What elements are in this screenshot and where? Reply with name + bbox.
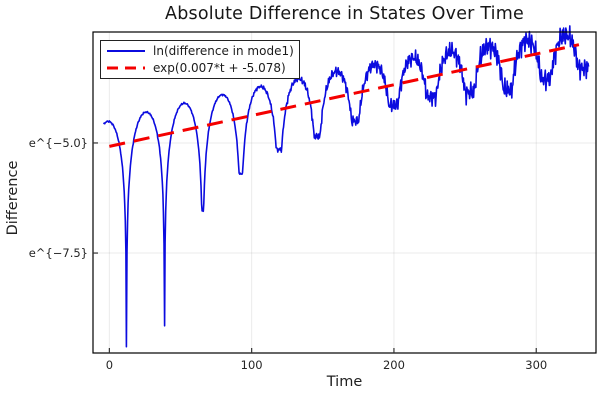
legend-label: exp(0.007*t + -5.078)	[153, 61, 286, 76]
chart-title: Absolute Difference in States Over Time	[165, 4, 524, 24]
y-axis-label: Difference	[5, 160, 21, 236]
axis-ticks	[93, 142, 537, 353]
gridlines	[93, 32, 596, 353]
x-axis-label: Time	[326, 374, 363, 390]
data-series	[102, 25, 590, 348]
legend-entry-fit: exp(0.007*t + -5.078)	[105, 60, 295, 78]
legend-entry-data: ln(difference in mode1)	[105, 42, 295, 60]
tick-labels: 0 100 200 300 e^{−5.0} e^{−7.5}	[29, 136, 547, 372]
legend-line-sample-solid	[107, 49, 145, 52]
line-exponential-fit	[109, 43, 580, 148]
legend-label: ln(difference in mode1)	[153, 43, 294, 58]
x-tick-label: 100	[241, 358, 263, 372]
legend-line-sample-dashed	[107, 66, 145, 70]
legend: ln(difference in mode1) exp(0.007*t + -5…	[100, 40, 300, 79]
x-tick-label: 300	[525, 358, 547, 372]
line-ln-difference	[102, 25, 590, 348]
plot-frame	[92, 31, 597, 354]
x-tick-label: 200	[383, 358, 405, 372]
x-tick-label: 0	[106, 358, 113, 372]
y-tick-label: e^{−7.5}	[29, 246, 88, 260]
y-tick-label: e^{−5.0}	[29, 136, 88, 150]
plot-border	[92, 31, 597, 354]
